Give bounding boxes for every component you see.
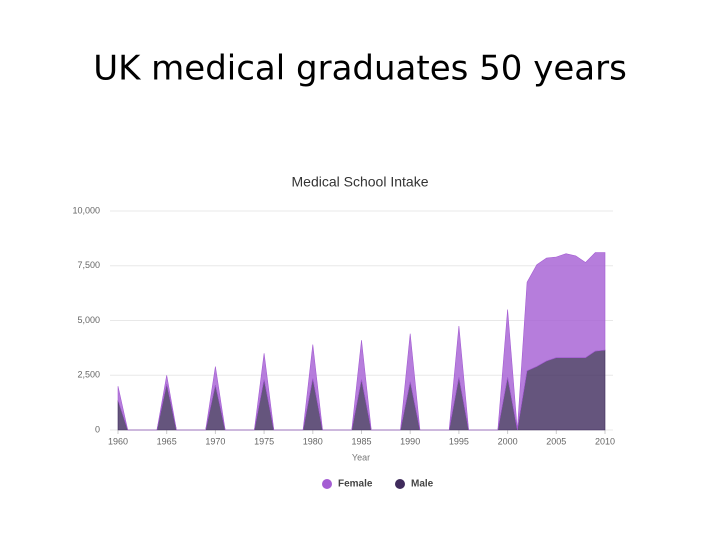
x-tick-label: 1995	[449, 436, 469, 446]
x-tick-label: 1975	[254, 436, 274, 446]
x-tick-label: 1970	[205, 436, 225, 446]
y-tick-label: 2,500	[77, 370, 100, 380]
x-tick-label: 1965	[157, 436, 177, 446]
legend-marker	[395, 479, 405, 489]
x-tick-label: 1985	[351, 436, 371, 446]
x-tick-label: 1980	[303, 436, 323, 446]
slide-title: UK medical graduates 50 years	[93, 49, 627, 89]
y-tick-label: 0	[95, 424, 100, 434]
x-tick-label: 2005	[546, 436, 566, 446]
x-tick-label: 2000	[498, 436, 518, 446]
legend-label: Male	[411, 479, 434, 490]
legend-label: Female	[338, 479, 373, 490]
area	[117, 252, 606, 431]
chart-title: Medical School Intake	[292, 174, 429, 190]
y-tick-label: 7,500	[77, 260, 100, 270]
x-axis-label: Year	[352, 452, 370, 462]
y-tick-label: 10,000	[72, 205, 100, 215]
x-tick-label: 1990	[400, 436, 420, 446]
x-tick-label: 2010	[595, 436, 615, 446]
y-tick-label: 5,000	[77, 315, 100, 325]
legend-marker	[322, 479, 332, 489]
x-tick-label: 1960	[108, 436, 128, 446]
